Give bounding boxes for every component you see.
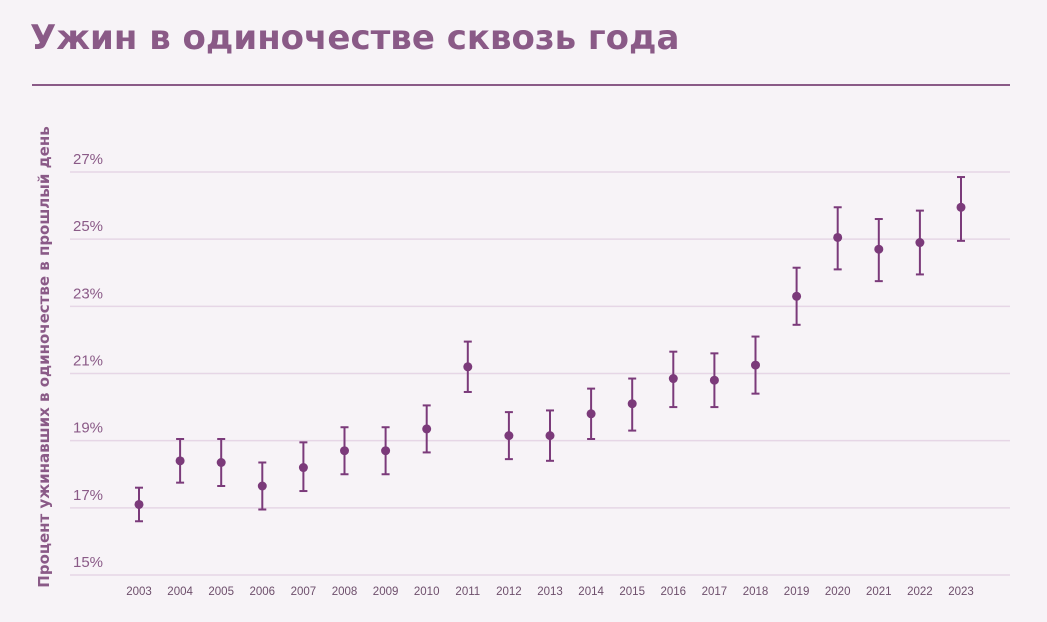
y-tick-labels: 15% 17% 19% 21% 23% 25% 27%: [73, 151, 103, 571]
x-tick-label: 2015: [619, 586, 645, 598]
data-point: [627, 399, 637, 409]
x-tick-label: 2020: [825, 586, 851, 598]
x-tick-label: 2014: [578, 586, 604, 598]
data-point: [709, 375, 719, 385]
x-tick-labels: 2003 2004 2005 2006 2007 2008 2009 2010 2011 2012…: [126, 586, 974, 598]
y-tick-label: 19%: [73, 420, 103, 437]
data-point: [422, 424, 432, 434]
data-point: [586, 409, 596, 419]
x-tick-label: 2004: [167, 586, 193, 598]
x-tick-label: 2005: [208, 586, 234, 598]
data-point: [504, 431, 514, 441]
y-tick-label: 25%: [73, 218, 103, 235]
x-tick-label: 2003: [126, 586, 152, 598]
x-tick-label: 2010: [414, 586, 440, 598]
x-tick-label: 2006: [250, 586, 276, 598]
x-tick-label: 2013: [537, 586, 563, 598]
data-point: [175, 456, 185, 466]
data-point: [874, 244, 884, 254]
data-point: [463, 362, 473, 372]
x-tick-label: 2009: [373, 586, 399, 598]
x-tick-label: 2022: [907, 586, 933, 598]
data-point: [792, 291, 802, 301]
data-point: [381, 446, 391, 456]
x-tick-label: 2011: [455, 586, 480, 598]
data-point: [340, 446, 349, 456]
x-tick-label: 2018: [743, 586, 769, 598]
y-tick-label: 23%: [73, 285, 103, 302]
data-point: [298, 463, 308, 473]
x-tick-label: 2021: [866, 586, 892, 598]
data-points: [134, 202, 966, 509]
y-tick-label: 17%: [73, 487, 103, 504]
data-point: [833, 232, 843, 242]
data-point: [668, 374, 678, 384]
chart-title: Ужин в одиночестве сквозь года: [30, 18, 680, 58]
x-tick-label: 2007: [291, 586, 317, 598]
data-point: [751, 360, 760, 370]
title-divider: [32, 84, 1010, 86]
data-point: [956, 202, 966, 212]
data-point: [545, 431, 555, 441]
x-tick-label: 2019: [784, 586, 810, 598]
y-tick-label: 27%: [73, 151, 103, 168]
x-tick-label: 2012: [496, 586, 522, 598]
data-point: [134, 499, 144, 509]
x-tick-label: 2016: [661, 586, 687, 598]
error-bars: [135, 176, 965, 523]
data-point: [216, 457, 226, 467]
y-tick-label: 15%: [73, 554, 103, 571]
x-tick-label: 2008: [332, 586, 358, 598]
x-tick-label: 2017: [702, 586, 728, 598]
data-point: [915, 238, 925, 248]
grid-lines: [70, 171, 1010, 576]
data-point: [257, 481, 267, 491]
y-tick-label: 21%: [73, 353, 103, 370]
x-tick-label: 2023: [948, 586, 974, 598]
